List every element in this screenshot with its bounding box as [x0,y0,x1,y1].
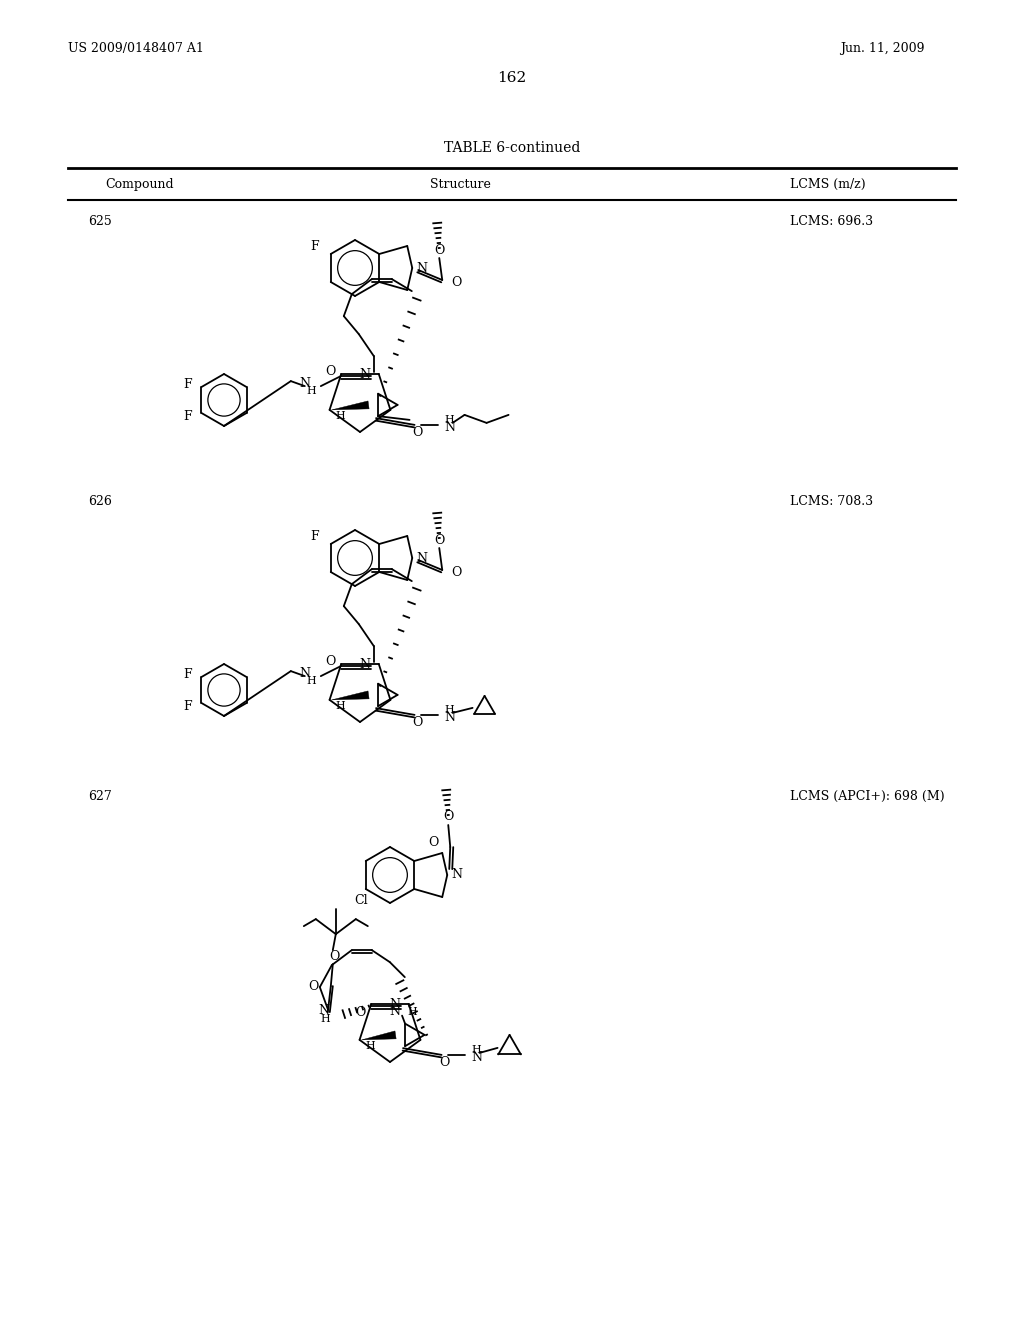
Text: O: O [428,836,438,849]
Text: LCMS (m/z): LCMS (m/z) [790,178,865,191]
Text: O: O [330,949,340,962]
Text: H: H [444,705,455,715]
Text: O: O [308,979,318,993]
Text: N: N [389,1005,400,1018]
Text: 162: 162 [498,71,526,84]
Text: LCMS (APCI+): 698 (M): LCMS (APCI+): 698 (M) [790,789,944,803]
Text: N: N [359,367,371,380]
Text: H: H [408,1007,417,1016]
Text: H: H [336,411,345,421]
Text: F: F [183,668,191,681]
Text: F: F [183,700,191,713]
Text: F: F [310,529,318,543]
Text: H: H [366,1041,376,1051]
Text: F: F [310,239,318,252]
Text: N: N [452,869,462,882]
Text: O: O [413,717,423,730]
Text: H: H [306,676,315,686]
Text: LCMS: 696.3: LCMS: 696.3 [790,215,873,228]
Text: H: H [444,414,455,425]
Text: Structure: Structure [430,178,490,191]
Text: O: O [452,276,462,289]
Text: O: O [452,565,462,578]
Text: O: O [439,1056,450,1069]
Text: H: H [336,701,345,711]
Text: N: N [416,261,427,275]
Polygon shape [332,690,369,700]
Text: O: O [434,533,444,546]
Text: 627: 627 [88,789,112,803]
Text: N: N [444,711,456,725]
Text: TABLE 6-continued: TABLE 6-continued [443,141,581,154]
Text: H: H [306,387,315,396]
Polygon shape [332,401,369,411]
Text: N: N [359,657,371,671]
Text: F: F [183,378,191,391]
Polygon shape [361,1031,396,1040]
Text: O: O [355,1006,366,1019]
Text: 625: 625 [88,215,112,228]
Text: N: N [416,552,427,565]
Text: F: F [183,409,191,422]
Text: N: N [472,1052,482,1064]
Text: 626: 626 [88,495,112,508]
Text: Cl: Cl [354,895,368,908]
Text: N: N [444,421,456,434]
Text: O: O [413,426,423,440]
Text: LCMS: 708.3: LCMS: 708.3 [790,495,873,508]
Text: O: O [326,655,336,668]
Text: N: N [300,667,311,680]
Text: O: O [434,243,444,256]
Text: H: H [472,1045,481,1055]
Text: N: N [318,1003,330,1016]
Text: H: H [321,1014,330,1024]
Text: O: O [443,810,454,824]
Text: O: O [326,364,336,378]
Text: N: N [300,376,311,389]
Text: Compound: Compound [105,178,174,191]
Text: US 2009/0148407 A1: US 2009/0148407 A1 [68,42,204,55]
Text: Jun. 11, 2009: Jun. 11, 2009 [840,42,925,55]
Text: N: N [390,998,400,1011]
